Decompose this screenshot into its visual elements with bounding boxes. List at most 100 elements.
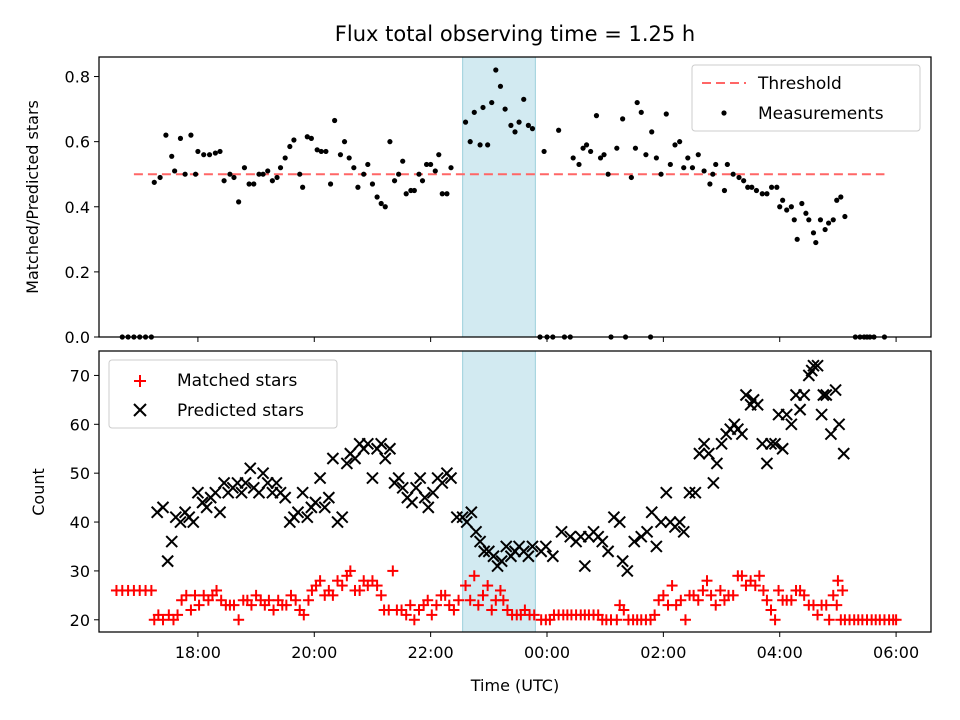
matched-star-point: [749, 580, 761, 592]
predicted-star-point: [318, 501, 331, 514]
measurement-point: [570, 155, 576, 161]
matched-star-point: [453, 594, 465, 606]
measurement-point: [605, 171, 611, 177]
predicted-star-point: [815, 408, 828, 421]
matched-star-point: [497, 594, 509, 606]
matched-star-point: [769, 614, 781, 626]
measurement-point: [351, 165, 357, 171]
matched-star-point: [494, 584, 506, 596]
measurement-point: [332, 117, 338, 124]
measurement-point: [822, 226, 828, 233]
measurement-point: [241, 165, 248, 171]
predicted-star-point: [526, 540, 539, 553]
measurement-point: [480, 104, 486, 111]
measurement-point: [304, 134, 310, 140]
matched-star-point: [701, 575, 713, 587]
matched-star-point: [820, 599, 832, 611]
measurement-point: [799, 200, 805, 207]
predicted-star-point: [291, 506, 305, 519]
predicted-star-point: [418, 491, 432, 504]
measurement-point: [177, 135, 184, 141]
measurement-point: [597, 155, 604, 161]
predicted-star-point: [820, 388, 833, 402]
measurement-point: [632, 145, 639, 151]
matched-star-point: [736, 570, 748, 582]
predicted-star-point: [392, 471, 405, 485]
matched-star-point: [263, 594, 275, 606]
measurement-point: [614, 145, 620, 151]
measurement-point: [529, 126, 536, 132]
measurement-point: [467, 139, 473, 145]
bottom-x-tick-label: 22:00: [408, 643, 454, 662]
measurement-point: [724, 161, 730, 168]
predicted-star-point: [335, 510, 349, 524]
measurement-point: [221, 178, 227, 184]
measurement-point: [287, 143, 293, 150]
measurement-point: [269, 178, 275, 184]
matched-star-point: [375, 589, 387, 601]
bottom-y-tick-label: 60: [70, 415, 90, 434]
predicted-star-point: [735, 427, 749, 441]
matched-star-point: [649, 609, 661, 621]
predicted-star-point: [715, 437, 728, 451]
measurement-point: [810, 230, 817, 236]
measurement-point: [341, 139, 348, 145]
predicted-star-point: [500, 540, 513, 553]
matched-star-point: [831, 599, 843, 611]
matched-star-point: [185, 604, 197, 616]
predicted-star-point: [444, 471, 458, 485]
bottom-x-tick-label: 00:00: [524, 643, 570, 662]
matched-star-point: [464, 594, 476, 606]
matched-star-point: [486, 604, 498, 616]
measurement-point: [695, 152, 701, 158]
predicted-star-point: [824, 427, 838, 441]
matched-star-point: [773, 584, 785, 596]
measurement-point: [593, 113, 600, 119]
legend-matched-label: Matched stars: [177, 371, 297, 391]
measurement-point: [163, 132, 169, 138]
measurement-point: [736, 174, 742, 181]
bottom-legend: Matched stars Predicted stars: [108, 359, 338, 429]
measurement-point: [525, 122, 531, 128]
top-y-tick-label: 0.6: [65, 133, 90, 152]
matched-star-point: [761, 594, 773, 606]
measurement-point: [391, 178, 398, 184]
predicted-star-point: [235, 486, 248, 499]
measurement-point: [497, 83, 504, 89]
matched-star-point: [314, 575, 326, 587]
matched-star-point: [302, 594, 314, 606]
predicted-star-point: [413, 471, 427, 485]
predicted-star-point: [539, 540, 553, 553]
matched-star-point: [228, 599, 240, 611]
matched-star-point: [280, 599, 292, 611]
measurement-point: [201, 152, 207, 158]
measurement-point: [521, 96, 527, 102]
top-y-tick-label: 0.0: [65, 328, 90, 347]
predicted-star-point: [165, 535, 178, 548]
predicted-star-point: [793, 403, 807, 416]
predicted-star-point: [301, 510, 314, 524]
measurement-point: [277, 165, 284, 171]
predicted-star-point: [751, 398, 764, 411]
matched-star-point: [439, 589, 451, 601]
measurement-point: [753, 187, 760, 194]
matched-star-point: [482, 580, 494, 592]
predicted-star-point: [200, 501, 213, 514]
matched-star-point: [233, 614, 245, 626]
measurement-point: [842, 213, 848, 220]
measurement-point: [643, 152, 649, 158]
measurement-point: [439, 191, 445, 197]
measurement-point: [803, 210, 809, 216]
measurement-point: [182, 171, 188, 177]
predicted-star-point: [832, 418, 846, 431]
measurement-point: [710, 171, 716, 177]
measurement-point: [300, 184, 306, 190]
measurement-point: [251, 181, 257, 187]
top-panel: 0.00.20.40.60.8 Matched/Predicted stars …: [23, 56, 932, 347]
bottom-y-label: Count: [29, 468, 48, 516]
matched-star-point: [193, 599, 205, 611]
predicted-star-point: [640, 525, 654, 539]
predicted-star-point: [613, 515, 626, 529]
bottom-y-tick-label: 30: [70, 562, 90, 581]
matched-star-point: [468, 570, 480, 582]
